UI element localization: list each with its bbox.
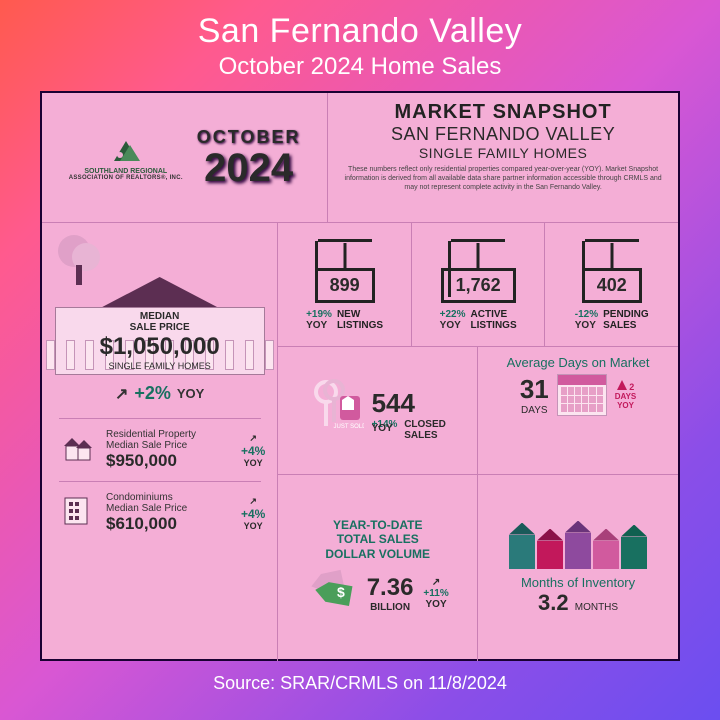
source-text: Source: SRAR/CRMLS on 11/8/2024 (213, 673, 507, 694)
snapshot-sub: SINGLE FAMILY HOMES (340, 145, 666, 161)
svg-text:$: $ (337, 584, 345, 600)
keys-icon: JUST SOLD (310, 378, 364, 443)
listings-row: 899 +19%YOYNEW LISTINGS 1,762 +22%YOYACT… (278, 223, 678, 347)
condo-row: Condominiums Median Sale Price $610,000 … (50, 492, 269, 534)
org-logo: SOUTHLAND REGIONAL ASSOCIATION OF REALTO… (69, 135, 183, 181)
building-icon (54, 496, 98, 531)
price-tag-icon: $ (307, 569, 357, 618)
residential-row: Residential Property Median Sale Price $… (50, 429, 269, 471)
disclaimer: These numbers reflect only residential p… (340, 165, 666, 192)
trend-up-icon: ↗ (241, 496, 265, 507)
median-yoy: ↗ +2% YOY (115, 383, 204, 404)
houses-icon (509, 521, 647, 569)
trend-up-icon: ↗ (115, 384, 128, 404)
new-listings: 899 +19%YOYNEW LISTINGS (278, 223, 412, 346)
median-price-block: MEDIAN SALE PRICE $1,050,000 SINGLE FAMI… (50, 229, 269, 375)
trend-up-icon: ↗ (241, 433, 265, 444)
svg-text:JUST SOLD: JUST SOLD (333, 424, 363, 430)
calendar-icon (557, 374, 607, 416)
month-block: OCTOBER 2024 (197, 127, 301, 188)
closed-sales: JUST SOLD 544 +14% CLOSED SALES YOY (278, 347, 478, 474)
arrow-up-icon (617, 380, 627, 390)
ytd-volume: YEAR-TO-DATE TOTAL SALES DOLLAR VOLUME $… (278, 475, 478, 661)
months-inventory: Months of Inventory 3.2 MONTHS (478, 475, 678, 661)
pending-sales: 402 -12%YOYPENDING SALES (545, 223, 678, 346)
active-listings: 1,762 +22%YOYACTIVE LISTINGS (412, 223, 546, 346)
infographic-card: SOUTHLAND REGIONAL ASSOCIATION OF REALTO… (40, 91, 680, 661)
snapshot-region: SAN FERNANDO VALLEY (340, 124, 666, 145)
tree-icon (56, 231, 104, 292)
house-icon (54, 434, 98, 467)
snapshot-title: MARKET SNAPSHOT (340, 101, 666, 124)
page-subtitle: October 2024 Home Sales (219, 53, 502, 81)
days-on-market: Average Days on Market 31DAYS 2DAYS YOY (478, 347, 678, 474)
page-title: San Fernando Valley (198, 12, 523, 51)
trend-up-icon: ↗ (423, 577, 448, 588)
